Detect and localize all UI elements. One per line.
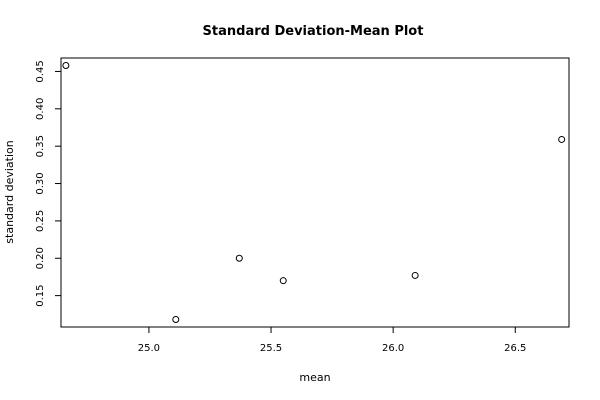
data-point [411, 271, 419, 279]
x-axis-label: mean [299, 371, 330, 384]
y-tick-label: 0.30 [35, 172, 46, 194]
scatter-points [62, 61, 566, 324]
plot-frame [60, 57, 570, 328]
x-tick-label: 25.0 [138, 343, 160, 354]
chart-title: Standard Deviation-Mean Plot [203, 24, 424, 39]
y-tick-label: 0.40 [35, 98, 46, 120]
y-tick-label: 0.15 [35, 284, 46, 306]
x-axis: 25.0 25.5 26.0 26.5 [138, 327, 526, 354]
data-point [279, 277, 287, 285]
y-tick-label: 0.45 [35, 60, 46, 82]
data-point [62, 61, 70, 69]
y-tick-label: 0.35 [35, 135, 46, 157]
data-point [558, 135, 566, 143]
x-tick-label: 26.5 [504, 343, 526, 354]
x-tick-label: 26.0 [382, 343, 404, 354]
x-tick-label: 25.5 [260, 343, 282, 354]
y-axis: 0.15 0.20 0.25 0.30 0.35 0.40 0.45 [35, 60, 61, 307]
y-tick-label: 0.20 [35, 247, 46, 269]
y-axis-label: standard deviation [3, 140, 16, 243]
data-point [172, 316, 180, 324]
y-tick-label: 0.25 [35, 210, 46, 232]
data-point [235, 254, 243, 262]
